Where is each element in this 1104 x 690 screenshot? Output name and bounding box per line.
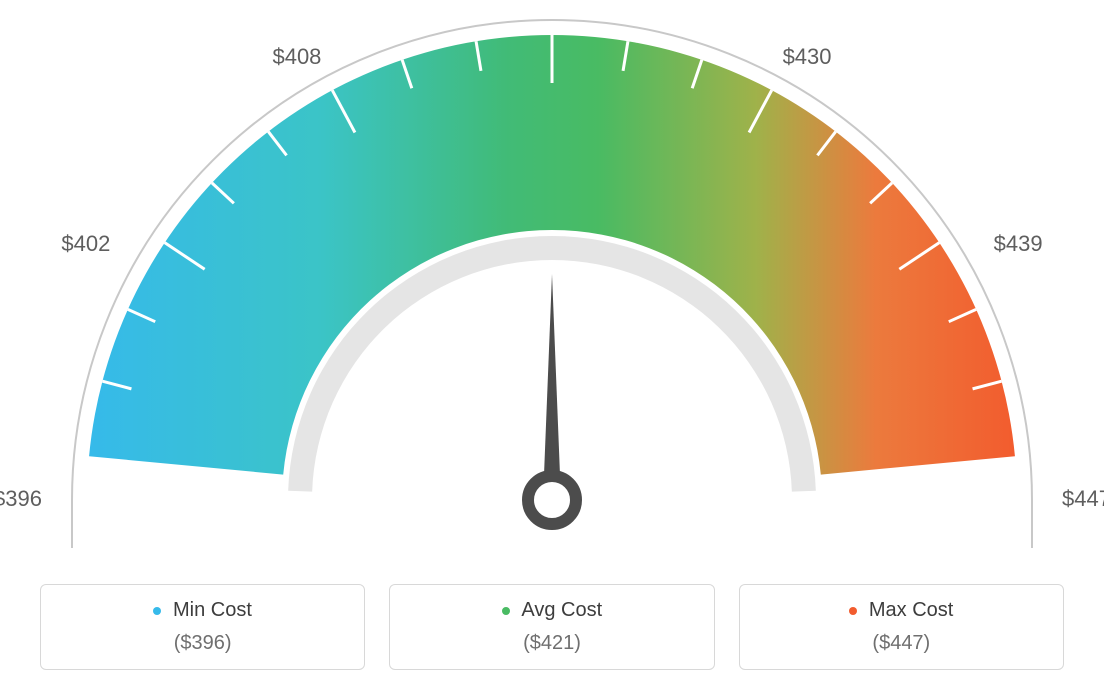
legend-max-value: ($447) [750,632,1053,655]
legend-row: Min Cost ($396) Avg Cost ($421) Max Cost… [40,584,1064,670]
legend-avg-value: ($421) [400,632,703,655]
legend-min: Min Cost ($396) [40,584,365,670]
legend-max: Max Cost ($447) [739,584,1064,670]
gauge-label: $439 [994,231,1043,256]
gauge-label: $421 [528,0,577,1]
gauge-label: $430 [783,44,832,69]
cost-gauge-widget: $396 $402 $408 $421 $430 $439 $447 Min Cost ($… [0,0,1104,690]
gauge-label: $408 [272,44,321,69]
gauge-label: $396 [0,486,42,511]
legend-min-dot [153,607,161,615]
legend-avg-dot [502,607,510,615]
legend-max-label: Max Cost [869,599,953,621]
legend-avg-label: Avg Cost [521,599,602,621]
legend-min-value: ($396) [51,632,354,655]
gauge-label: $447 [1062,486,1104,511]
gauge-chart: $396 $402 $408 $421 $430 $439 $447 [0,0,1104,560]
legend-max-dot [849,607,857,615]
gauge-label: $402 [61,231,110,256]
legend-avg: Avg Cost ($421) [389,584,714,670]
legend-min-label: Min Cost [173,599,252,621]
